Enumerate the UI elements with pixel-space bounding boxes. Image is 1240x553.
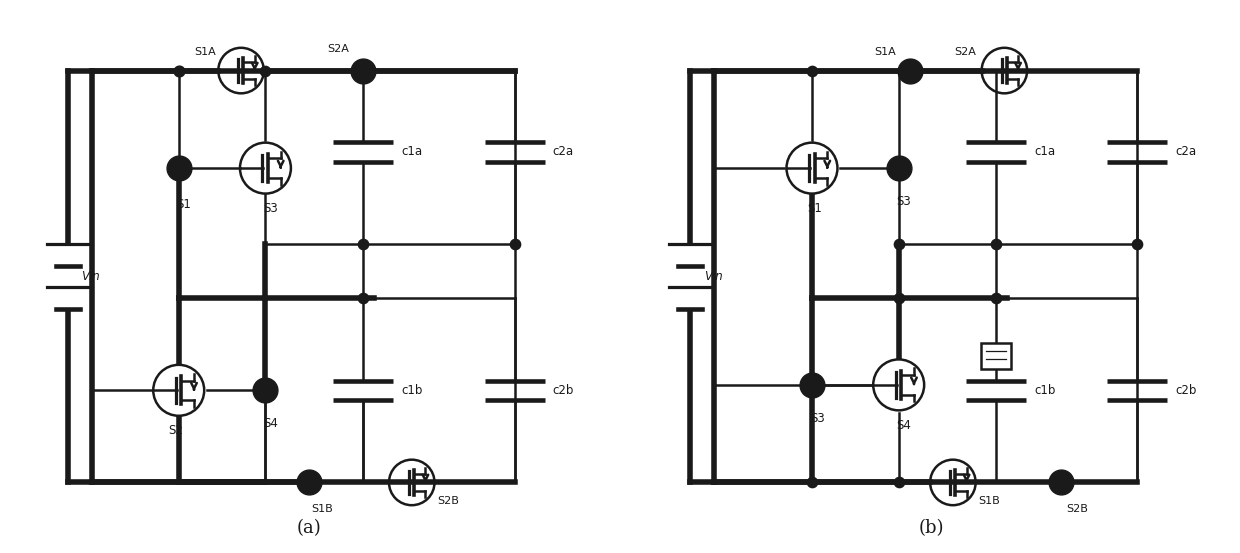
Point [299, 478, 319, 487]
Text: c1b: c1b [1034, 384, 1055, 397]
Text: c1b: c1b [401, 384, 423, 397]
Text: (b): (b) [919, 519, 944, 536]
Text: c1a: c1a [401, 145, 422, 158]
Point [353, 66, 373, 75]
Text: S1B: S1B [311, 504, 334, 514]
Text: S2A: S2A [955, 47, 976, 57]
Text: c2b: c2b [1176, 384, 1197, 397]
Text: S2: S2 [169, 425, 184, 437]
Text: S1A: S1A [193, 47, 216, 57]
Point [1127, 239, 1147, 248]
Point [802, 66, 822, 75]
Point [889, 478, 909, 487]
Text: c2a: c2a [553, 145, 574, 158]
Point [889, 239, 909, 248]
Point [169, 164, 188, 173]
Point [899, 66, 919, 75]
Bar [981, 343, 1012, 369]
Point [802, 380, 822, 389]
Point [299, 478, 319, 487]
Text: c2b: c2b [553, 384, 574, 397]
Text: (a): (a) [296, 519, 321, 536]
Point [889, 164, 909, 173]
Text: S1A: S1A [874, 47, 897, 57]
Point [986, 294, 1006, 302]
Text: S2B: S2B [1066, 504, 1089, 514]
Text: S2A: S2A [327, 44, 350, 54]
Point [986, 239, 1006, 248]
Point [255, 66, 275, 75]
Point [169, 66, 188, 75]
Text: c1a: c1a [1034, 145, 1055, 158]
Text: S1: S1 [177, 198, 192, 211]
Text: S1: S1 [807, 202, 822, 215]
Point [889, 294, 909, 302]
Point [1052, 478, 1071, 487]
Text: S1B: S1B [978, 496, 1001, 506]
Point [353, 294, 373, 302]
Text: c2a: c2a [1176, 145, 1197, 158]
Text: S3: S3 [263, 202, 278, 215]
Text: S3: S3 [810, 412, 825, 425]
Text: Vin: Vin [703, 270, 723, 283]
Point [505, 239, 525, 248]
Point [802, 478, 822, 487]
Point [353, 239, 373, 248]
Text: Vin: Vin [81, 270, 100, 283]
Point [255, 386, 275, 395]
Text: S3: S3 [897, 195, 911, 208]
Text: S4: S4 [263, 418, 278, 430]
Text: S4: S4 [897, 419, 911, 432]
Text: S2B: S2B [438, 496, 459, 506]
